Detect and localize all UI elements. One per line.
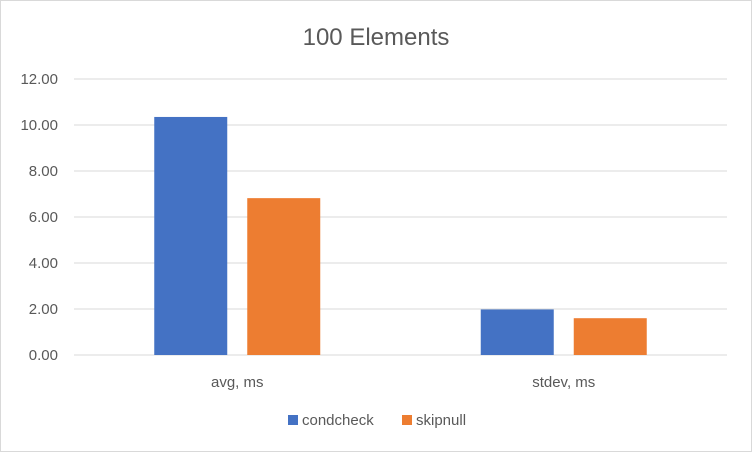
y-tick-label: 6.00 [29, 209, 58, 226]
legend: condcheck skipnull [288, 412, 466, 429]
bars [154, 116, 647, 355]
legend-label-condcheck: condcheck [302, 412, 374, 429]
legend-label-skipnull: skipnull [416, 412, 466, 429]
y-tick-label: 12.00 [20, 71, 58, 88]
chart-title: 100 Elements [303, 24, 450, 51]
x-axis-categories: avg, ms stdev, ms [211, 374, 595, 391]
bar-skipnull-0 [247, 198, 321, 355]
bar-condcheck-1 [480, 309, 554, 355]
y-tick-label: 8.00 [29, 163, 58, 180]
y-tick-label: 0.00 [29, 347, 58, 364]
y-tick-label: 4.00 [29, 255, 58, 272]
legend-swatch-skipnull [402, 415, 412, 425]
y-tick-label: 10.00 [20, 117, 58, 134]
bar-condcheck-0 [154, 116, 228, 355]
bar-skipnull-1 [573, 318, 647, 355]
x-category-label: avg, ms [211, 374, 264, 391]
y-tick-label: 2.00 [29, 301, 58, 318]
y-axis-ticks: 0.00 2.00 4.00 6.00 8.00 10.00 12.00 [20, 71, 58, 364]
x-category-label: stdev, ms [532, 374, 595, 391]
legend-swatch-condcheck [288, 415, 298, 425]
